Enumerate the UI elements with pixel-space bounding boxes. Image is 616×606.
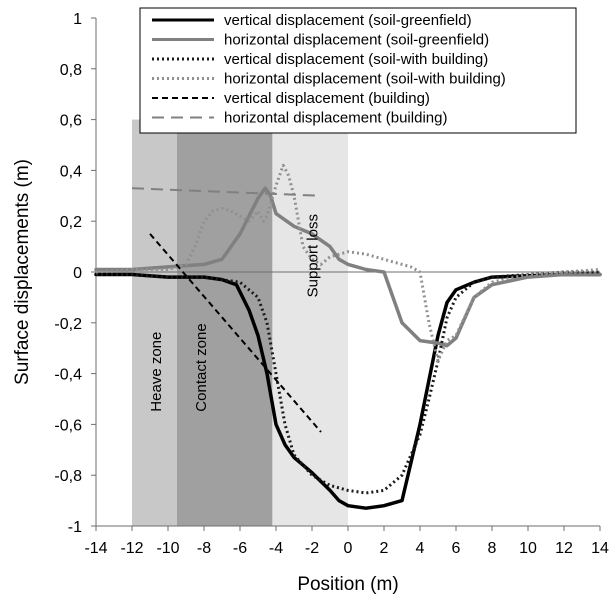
series-layer [94,163,602,510]
legend-label-3: horizontal displacement (soil-with build… [224,71,506,88]
y-tick-label-8: -0,6 [54,417,82,434]
zone-0 [132,119,177,526]
x-tick-label-12: 10 [519,540,537,557]
series-line-0 [94,272,602,510]
series-line-4 [149,233,322,433]
y-tick-label-0: 1 [73,11,82,28]
y-tick-label-7: -0,4 [54,367,82,384]
y-tick-label-2: 0,6 [60,113,82,130]
y-tick-label-1: 0,8 [60,62,82,79]
legend-label-4: vertical displacement (building) [224,90,430,107]
x-tick-label-10: 6 [452,540,461,557]
x-tick-label-14: 14 [591,540,609,557]
y-tick-label-3: 0,4 [60,163,82,180]
x-tick-label-7: 0 [344,540,353,557]
y-tick-label-4: 0,2 [60,214,82,231]
x-tick-label-0: -14 [84,540,107,557]
y-tick-label-10: -1 [68,519,82,536]
zone-1 [177,119,273,526]
zone-2 [272,119,348,526]
x-tick-label-11: 8 [488,540,497,557]
x-tick-label-2: -10 [156,540,179,557]
series-line-1 [94,186,602,348]
series-line-2 [96,270,600,495]
legend-box [139,7,577,134]
legend-label-2: vertical displacement (soil-with buildin… [224,51,488,68]
y-axis-title: Surface displacements (m) [12,159,33,385]
legend: vertical displacement (soil-greenfield) h… [139,7,577,134]
x-tick-label-6: -2 [305,540,319,557]
y-tick-label-9: -0,8 [54,468,82,485]
x-tick-label-3: -8 [197,540,211,557]
legend-label-1: horizontal displacement (soil-greenfield… [224,32,489,49]
x-tick-label-9: 4 [416,540,425,557]
zone-label-1: Contact zone [193,323,210,411]
y-tick-label-6: -0,2 [54,316,82,333]
zone-label-2: Support loss [304,214,321,297]
axes-layer: 1 0,8 0,6 0,4 0,2 0 -0,2 -0,4 -0,6 -0,8 -1-14 -12 -1… [54,11,609,557]
x-tick-label-1: -12 [120,540,143,557]
labels-layer: Heave zone Contact zone Support loss Positi… [12,159,399,595]
y-tick-label-5: 0 [73,265,82,282]
series-line-5 [131,187,322,197]
x-tick-label-8: 2 [380,540,389,557]
zones-layer [132,119,348,526]
x-tick-label-5: -4 [269,540,283,557]
series-line-3 [95,163,601,363]
x-axis-title: Position (m) [297,574,398,595]
x-tick-label-13: 12 [555,540,573,557]
zone-label-0: Heave zone [148,332,165,412]
x-tick-label-4: -6 [233,540,247,557]
legend-label-5: horizontal displacement (building) [224,110,447,127]
legend-label-0: vertical displacement (soil-greenfield) [224,12,472,29]
